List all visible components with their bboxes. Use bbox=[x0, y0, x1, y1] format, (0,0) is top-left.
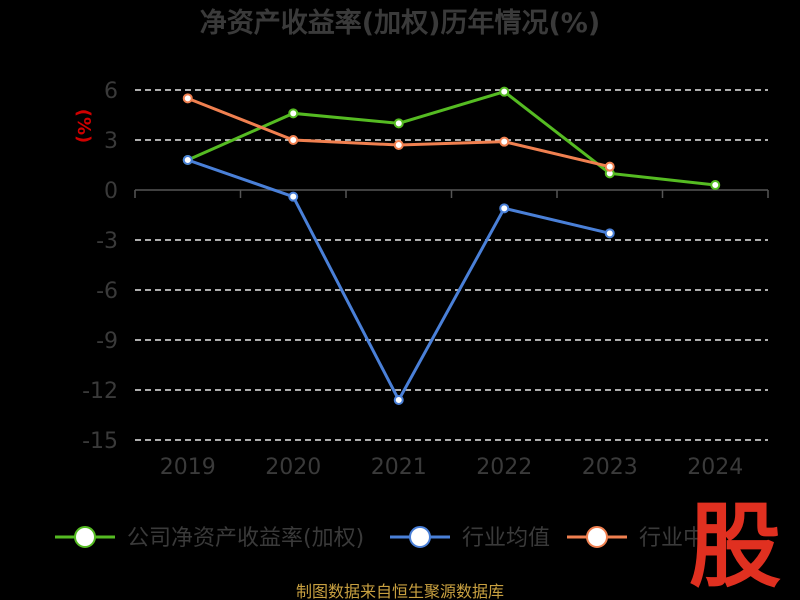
y-tick-label: -9 bbox=[96, 329, 118, 354]
x-tick-label: 2024 bbox=[687, 455, 743, 480]
legend: 公司净资产收益率(加权) 行业均值 行业中 bbox=[55, 526, 705, 551]
data-point bbox=[604, 228, 615, 239]
x-tick-label: 2022 bbox=[476, 455, 532, 480]
x-tick-label: 2019 bbox=[160, 455, 216, 480]
data-point bbox=[288, 135, 299, 145]
series-line bbox=[187, 158, 611, 404]
data-point bbox=[499, 86, 510, 97]
legend-marker bbox=[586, 526, 608, 548]
x-axis bbox=[134, 189, 769, 198]
data-point bbox=[499, 203, 510, 214]
data-point bbox=[393, 395, 404, 405]
data-point bbox=[393, 140, 404, 150]
legend-marker bbox=[74, 526, 96, 548]
data-point bbox=[182, 93, 193, 104]
y-tick-label: -15 bbox=[82, 429, 118, 454]
legend-label: 行业均值 bbox=[462, 526, 550, 551]
x-tick-label: 2021 bbox=[371, 455, 427, 480]
x-tick-label: 2023 bbox=[582, 455, 638, 480]
data-point bbox=[604, 161, 615, 172]
series-lines bbox=[182, 86, 721, 405]
data-point bbox=[393, 118, 404, 129]
y-axis-ticks: 6 3 0 -3 -6 -9 -12 -15 bbox=[82, 79, 118, 454]
series-line bbox=[187, 90, 716, 187]
x-tick-label: 2020 bbox=[265, 455, 321, 480]
y-tick-label: -6 bbox=[96, 279, 118, 304]
legend-marker bbox=[409, 526, 431, 548]
data-point bbox=[710, 180, 721, 190]
source-note: 制图数据来自恒生聚源数据库 bbox=[296, 582, 504, 600]
chart-title: 净资产收益率(加权)历年情况(%) bbox=[200, 7, 600, 39]
y-axis-label: (%) bbox=[73, 109, 94, 144]
y-tick-label: 0 bbox=[104, 179, 118, 204]
y-tick-label: 6 bbox=[104, 79, 118, 104]
x-axis-ticks: 2019 2020 2021 2022 2023 2024 bbox=[160, 455, 744, 480]
legend-label: 公司净资产收益率(加权) bbox=[127, 526, 364, 551]
y-tick-label: -3 bbox=[96, 229, 118, 254]
grid-lines bbox=[135, 89, 768, 441]
data-point bbox=[288, 108, 299, 119]
y-tick-label: -12 bbox=[82, 379, 118, 404]
data-point bbox=[182, 155, 193, 165]
data-point bbox=[499, 136, 510, 147]
legend-label: 行业中 bbox=[639, 526, 705, 551]
y-tick-label: 3 bbox=[104, 129, 118, 154]
watermark-logo: 股 bbox=[689, 493, 781, 600]
data-point bbox=[288, 191, 299, 202]
